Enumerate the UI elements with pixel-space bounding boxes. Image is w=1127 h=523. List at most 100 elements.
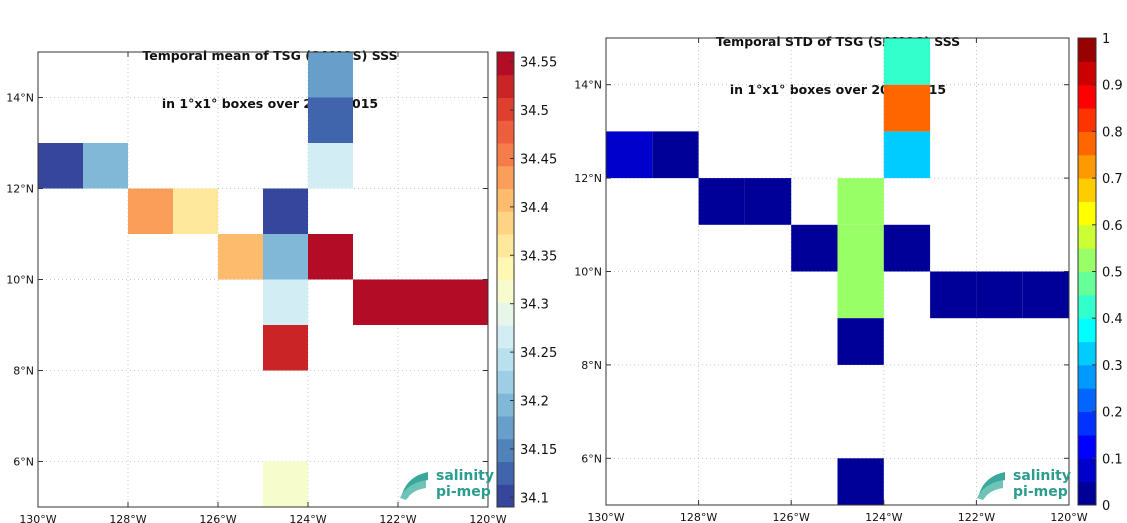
data-cell [443, 279, 488, 325]
title-line-2: in 1°x1° boxes over 2012-2015 [161, 96, 379, 111]
data-cell [976, 271, 1023, 319]
data-cell [837, 318, 884, 365]
colorbar-segment [497, 74, 514, 98]
colorbar-tick-label: 34.2 [520, 395, 549, 410]
data-cell [930, 271, 977, 319]
data-cell [263, 188, 308, 234]
y-tick-label: 8°N [581, 359, 602, 372]
colorbar-segment [497, 97, 514, 121]
data-cell [263, 461, 308, 507]
colorbar-tick-label: 0.1 [1102, 452, 1123, 467]
colorbar-segment [497, 165, 514, 189]
data-cell [883, 131, 931, 179]
colorbar-segment [497, 143, 514, 167]
data-cell [173, 188, 218, 234]
colorbar-segment [1078, 84, 1096, 109]
data-cell [837, 458, 884, 505]
data-cell [218, 234, 263, 280]
wave-logo-icon [400, 472, 428, 500]
x-tick-label: 122°W [379, 513, 416, 523]
colorbar-segment [1078, 201, 1096, 226]
x-tick-label: 120°W [469, 513, 506, 523]
y-tick-label: 12°N [6, 183, 34, 196]
data-cell [883, 38, 931, 85]
data-cell [128, 188, 173, 234]
data-cell [837, 178, 884, 225]
colorbar-segment [497, 370, 514, 394]
data-cell [398, 279, 443, 325]
colorbar-segment [1078, 271, 1096, 296]
colorbar-segment [497, 438, 514, 462]
std-sss-map: 130°W 128°W 126°W 124°W 122°W 120°W 6°N 8°N 10°N… [574, 32, 1123, 523]
data-cell [1022, 271, 1069, 319]
data-cell [652, 131, 699, 179]
colorbar-segment [1078, 154, 1096, 179]
data-cell [308, 97, 353, 143]
data-cell [837, 224, 884, 272]
y-tick-label: 14°N [6, 92, 34, 105]
colorbar-segment [497, 256, 514, 280]
mean-sss-map: 130°W 128°W 126°W 124°W 122°W 120°W 6°N 8°N 10°N… [6, 51, 557, 523]
y-tick-label: 8°N [13, 365, 34, 378]
data-cell [263, 325, 308, 371]
colorbar-segment [1078, 481, 1096, 506]
colorbar-segment [1078, 318, 1096, 343]
data-cell [308, 143, 353, 189]
colorbar-segment [497, 120, 514, 144]
x-tick-label: 124°W [289, 513, 326, 523]
x-tick-label: 124°W [865, 511, 902, 523]
colorbar-segment [497, 211, 514, 235]
wave-logo-icon [977, 472, 1005, 500]
colorbar-segment [497, 484, 514, 508]
colorbar-tick-label: 34.25 [520, 346, 557, 361]
colorbar-tick-label: 34.4 [520, 201, 549, 216]
colorbar-segment [1078, 458, 1096, 483]
data-cell [308, 234, 353, 280]
data-cell [308, 52, 353, 98]
logo-line-1: salinity [436, 468, 494, 484]
colorbar-tick-label: 34.3 [520, 298, 549, 313]
data-cell [263, 234, 308, 280]
x-tick-label: 126°W [199, 513, 236, 523]
data-cell [353, 279, 398, 325]
data-cell [744, 178, 792, 225]
colorbar-tick-label: 34.55 [520, 56, 557, 71]
colorbar-tick-label: 0.8 [1102, 125, 1123, 140]
x-tick-label: 122°W [958, 511, 995, 523]
chart-title-mean: Temporal mean of TSG (SAMOS) SSS in 1°x1… [120, 16, 420, 128]
data-cell [606, 131, 653, 179]
colorbar-segment [1078, 388, 1096, 413]
colorbar-segment [497, 416, 514, 440]
colorbar-tick-label: 0.3 [1102, 359, 1123, 374]
data-cell [698, 178, 745, 225]
x-tick-label: 130°W [19, 513, 56, 523]
colorbar-segment [497, 461, 514, 485]
y-tick-label: 14°N [574, 79, 602, 92]
colorbar-tick-label: 0 [1102, 499, 1110, 514]
colorbar-segment [1078, 294, 1096, 319]
data-cell [837, 271, 884, 319]
colorbar-segment [497, 279, 514, 303]
colorbar-segment [497, 188, 514, 212]
colorbar-tick-label: 34.5 [520, 104, 549, 119]
colorbar-segment [1078, 61, 1096, 86]
logo-line-2: pi-mep [1013, 484, 1068, 500]
y-tick-label: 10°N [6, 274, 34, 287]
data-cell [883, 84, 931, 132]
colorbar-segment [497, 347, 514, 371]
colorbar-segment [497, 302, 514, 326]
colorbar-tick-label: 0.7 [1102, 172, 1123, 187]
colorbar-segment [1078, 38, 1096, 62]
colorbar-tick-label: 0.4 [1102, 312, 1123, 327]
x-tick-label: 128°W [109, 513, 146, 523]
colorbar-segment [1078, 178, 1096, 202]
y-tick-label: 10°N [574, 266, 602, 279]
y-tick-label: 6°N [13, 456, 34, 469]
salinity-pimep-logo: salinity pi-mep [975, 466, 1075, 506]
logo-line-2: pi-mep [436, 484, 491, 500]
colorbar-tick-label: 34.1 [520, 491, 549, 506]
y-tick-label: 12°N [574, 172, 602, 185]
colorbar-tick-label: 0.6 [1102, 219, 1123, 234]
colorbar-segment [1078, 341, 1096, 366]
logo-line-1: salinity [1013, 468, 1071, 484]
